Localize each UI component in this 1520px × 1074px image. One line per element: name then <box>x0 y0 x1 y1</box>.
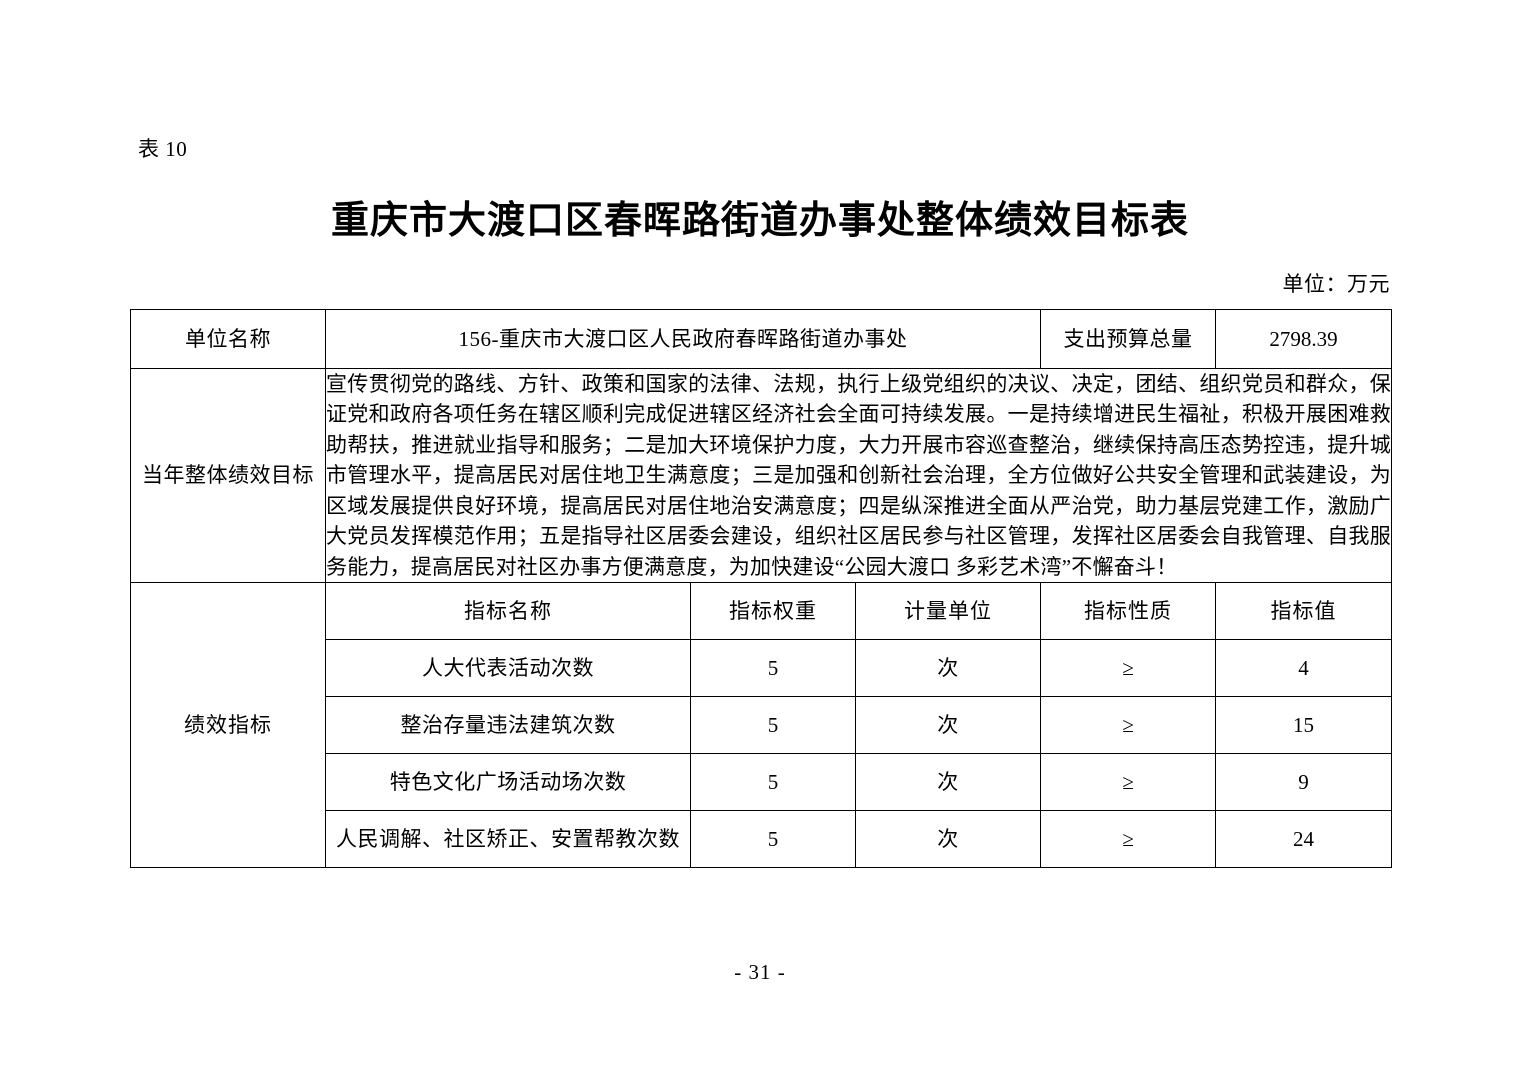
indicator-name: 人民调解、社区矫正、安置帮教次数 <box>325 810 691 869</box>
unit-note: 单位：万元 <box>1282 272 1390 296</box>
performance-goal-table: 单位名称 156-重庆市大渡口区人民政府春晖路街道办事处 支出预算总量 2798… <box>130 309 1392 869</box>
annual-goal-label: 当年整体绩效目标 <box>130 367 326 584</box>
annual-goal-paragraph: 宣传贯彻党的路线、方针、政策和国家的法律、法规，执行上级党组织的决议、决定，团结… <box>326 372 1391 579</box>
page-number: - 31 - <box>734 960 786 984</box>
indicator-unit: 次 <box>855 696 1041 755</box>
page-title: 重庆市大渡口区春晖路街道办事处整体绩效目标表 <box>330 198 1189 242</box>
indicator-value: 15 <box>1215 696 1392 755</box>
table-row: 整治存量违法建筑次数 5 次 ≥ 15 <box>131 696 1392 755</box>
indicator-nature: ≥ <box>1040 753 1216 812</box>
indicator-value: 24 <box>1215 810 1392 869</box>
indicator-weight: 5 <box>690 696 856 755</box>
column-header-indicator-name: 指标名称 <box>325 582 691 641</box>
budget-total-label: 支出预算总量 <box>1040 309 1216 369</box>
indicator-name: 人大代表活动次数 <box>325 639 691 698</box>
column-header-weight: 指标权重 <box>690 582 856 641</box>
table-row: 特色文化广场活动场次数 5 次 ≥ 9 <box>131 753 1392 812</box>
table-header-row: 绩效指标 指标名称 指标权重 计量单位 指标性质 指标值 <box>130 582 1392 869</box>
indicator-nature: ≥ <box>1040 639 1216 698</box>
indicator-nature: ≥ <box>1040 696 1216 755</box>
table-number-label: 表 10 <box>138 137 188 161</box>
column-header-nature: 指标性质 <box>1040 582 1216 641</box>
budget-total-value: 2798.39 <box>1215 309 1392 369</box>
table-row-unit-info: 单位名称 156-重庆市大渡口区人民政府春晖路街道办事处 支出预算总量 2798… <box>130 309 1392 369</box>
column-header-unit: 计量单位 <box>855 582 1041 641</box>
indicator-value: 9 <box>1215 753 1392 812</box>
table-row: 人大代表活动次数 5 次 ≥ 4 <box>131 639 1392 698</box>
indicator-weight: 5 <box>690 639 856 698</box>
column-header-value: 指标值 <box>1215 582 1392 641</box>
indicator-weight: 5 <box>690 810 856 869</box>
unit-name-value: 156-重庆市大渡口区人民政府春晖路街道办事处 <box>325 309 1041 369</box>
indicator-unit: 次 <box>855 810 1041 869</box>
indicator-weight: 5 <box>690 753 856 812</box>
performance-indicator-label: 绩效指标 <box>130 582 326 869</box>
indicator-unit: 次 <box>855 753 1041 812</box>
table-row: 人民调解、社区矫正、安置帮教次数 5 次 ≥ 24 <box>131 810 1392 869</box>
unit-name-label: 单位名称 <box>130 309 326 369</box>
indicator-unit: 次 <box>855 639 1041 698</box>
indicator-name: 特色文化广场活动场次数 <box>325 753 691 812</box>
table-row-annual-goal: 当年整体绩效目标 宣传贯彻党的路线、方针、政策和国家的法律、法规，执行上级党组织… <box>130 367 1392 584</box>
annual-goal-text: 宣传贯彻党的路线、方针、政策和国家的法律、法规，执行上级党组织的决议、决定，团结… <box>325 367 1392 584</box>
indicator-value: 4 <box>1215 639 1392 698</box>
indicator-nature: ≥ <box>1040 810 1216 869</box>
indicator-name: 整治存量违法建筑次数 <box>325 696 691 755</box>
